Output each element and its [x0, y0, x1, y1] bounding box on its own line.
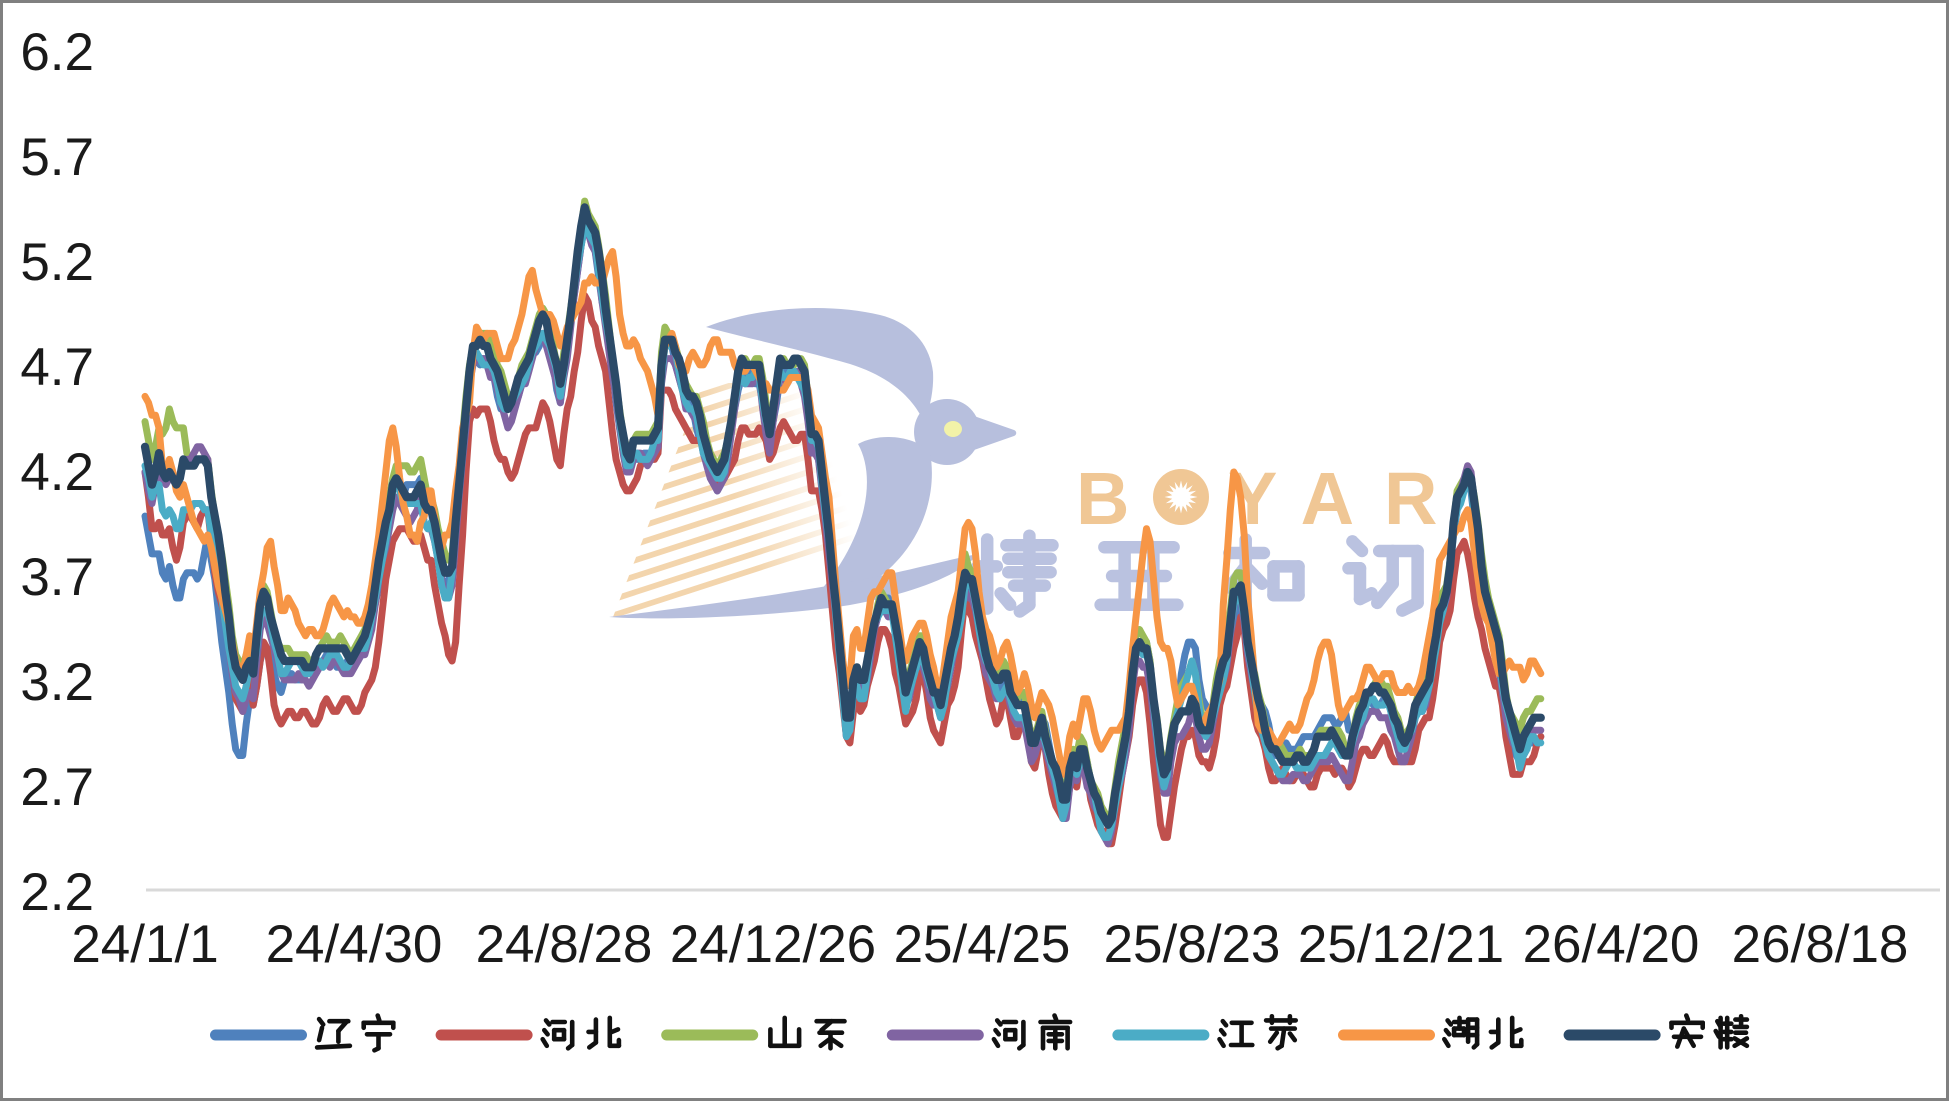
svg-text:25/12/21: 25/12/21	[1298, 915, 1504, 974]
svg-text:2.2: 2.2	[20, 863, 94, 922]
svg-text:4.7: 4.7	[20, 338, 94, 397]
svg-text:24/12/26: 24/12/26	[670, 915, 876, 974]
svg-text:3.7: 3.7	[20, 548, 94, 607]
svg-text:4.2: 4.2	[20, 443, 94, 502]
svg-text:B: B	[1076, 457, 1137, 540]
svg-text:3.2: 3.2	[20, 653, 94, 712]
svg-text:24/8/28: 24/8/28	[476, 915, 653, 974]
svg-text:26/4/20: 26/4/20	[1523, 915, 1700, 974]
svg-text:25/8/23: 25/8/23	[1104, 915, 1281, 974]
svg-text:5.7: 5.7	[20, 128, 94, 187]
svg-text:5.2: 5.2	[20, 233, 94, 292]
svg-text:24/1/1: 24/1/1	[71, 915, 218, 974]
svg-text:24/4/30: 24/4/30	[266, 915, 443, 974]
svg-text:26/8/18: 26/8/18	[1732, 915, 1909, 974]
svg-text:6.2: 6.2	[20, 23, 94, 82]
svg-text:25/4/25: 25/4/25	[894, 915, 1071, 974]
svg-text:2.7: 2.7	[20, 758, 94, 817]
svg-text:YAR: YAR	[1228, 457, 1467, 540]
